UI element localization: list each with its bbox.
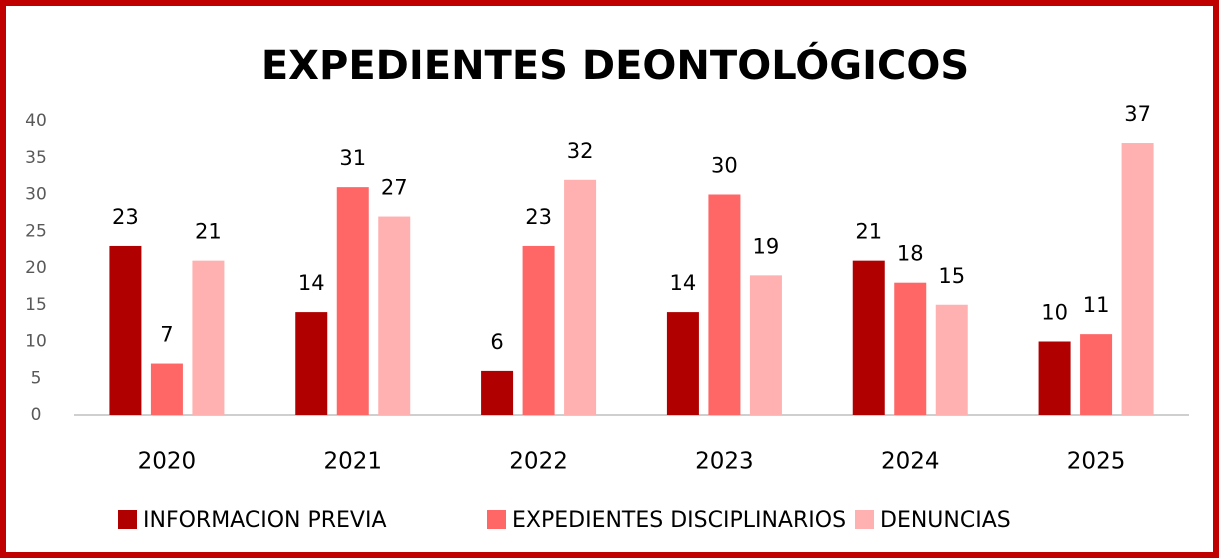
bar: [295, 312, 328, 415]
value-label: 14: [670, 271, 697, 295]
y-tick-label: 5: [31, 368, 42, 388]
y-tick-label: 10: [25, 332, 47, 352]
bar: [666, 312, 699, 415]
x-tick-label: 2025: [1067, 449, 1126, 475]
legend-swatch: [118, 510, 137, 529]
value-label: 7: [160, 323, 173, 347]
value-label: 14: [298, 271, 325, 295]
y-tick-label: 15: [25, 295, 47, 315]
legend-label: EXPEDIENTES DISCIPLINARIOS: [512, 508, 846, 533]
bar: [336, 187, 369, 415]
legend-label: INFORMACION PREVIA: [143, 508, 387, 533]
y-tick-label: 35: [25, 148, 47, 168]
value-label: 21: [855, 220, 882, 244]
value-label: 31: [339, 146, 366, 170]
value-label: 27: [381, 176, 408, 200]
bar: [150, 363, 183, 415]
bar: [1121, 143, 1154, 416]
bar: [481, 370, 514, 415]
bar: [935, 304, 968, 415]
chart-title: EXPEDIENTES DEONTOLÓGICOS: [261, 41, 969, 89]
value-label: 15: [938, 264, 965, 288]
value-label: 30: [711, 154, 738, 178]
value-label: 19: [753, 234, 780, 258]
bar: [749, 275, 782, 415]
bar: [894, 282, 927, 415]
value-label: 23: [525, 205, 552, 229]
y-tick-label: 40: [25, 111, 47, 131]
bar: [1080, 334, 1113, 415]
x-tick-label: 2023: [695, 449, 754, 475]
y-tick-label: 25: [25, 221, 47, 241]
legend-swatch: [855, 510, 874, 529]
value-label: 10: [1041, 301, 1068, 325]
value-label: 6: [490, 330, 503, 354]
x-tick-label: 2020: [138, 449, 197, 475]
y-tick-label: 20: [25, 258, 47, 278]
y-tick-label: 30: [25, 185, 47, 205]
x-tick-label: 2021: [323, 449, 382, 475]
legend-label: DENUNCIAS: [880, 508, 1011, 533]
value-label: 21: [195, 220, 222, 244]
y-tick-label: 0: [31, 405, 42, 425]
x-tick-label: 2022: [509, 449, 568, 475]
bar: [708, 194, 741, 415]
bar: [564, 179, 597, 415]
value-label: 37: [1124, 102, 1151, 126]
value-label: 11: [1083, 293, 1110, 317]
x-tick-label: 2024: [881, 449, 940, 475]
value-label: 18: [897, 242, 924, 266]
bar: [109, 245, 142, 415]
legend-swatch: [487, 510, 506, 529]
bar: [378, 216, 411, 415]
bar: [522, 245, 555, 415]
bar: [852, 260, 885, 415]
value-label: 23: [112, 205, 139, 229]
value-label: 32: [567, 139, 594, 163]
bar: [1038, 341, 1071, 415]
bar: [192, 260, 225, 415]
